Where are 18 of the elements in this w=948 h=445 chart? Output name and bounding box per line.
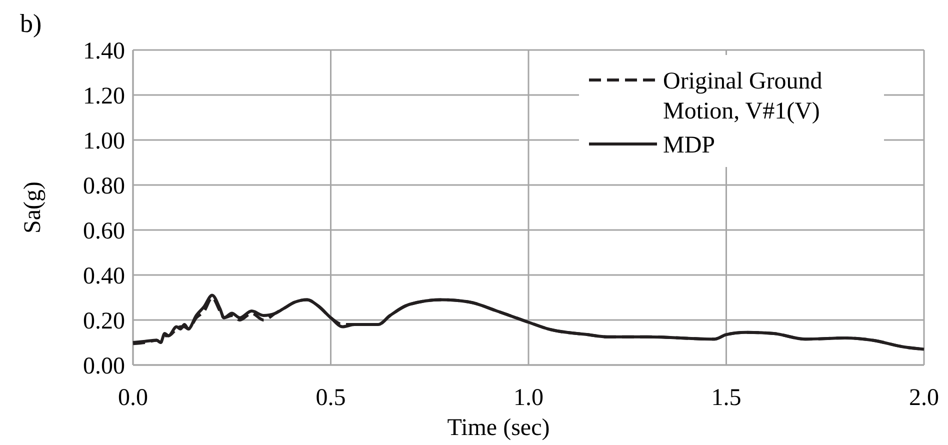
x-tick-label: 1.0	[514, 385, 544, 411]
y-axis-title: Sa(g)	[20, 182, 46, 234]
y-tick-label: 1.00	[83, 128, 125, 154]
legend-label: Original Ground Motion, V#1(V)	[663, 68, 822, 124]
y-tick-label: 0.20	[83, 308, 125, 334]
chart-title: b)	[20, 9, 42, 38]
y-tick-label: 1.40	[83, 38, 125, 64]
y-tick-label: 0.00	[83, 353, 125, 380]
y-tick-label: 1.20	[83, 83, 125, 110]
y-tick-label: 0.80	[83, 173, 125, 200]
x-tick-label: 0.0	[118, 385, 148, 411]
x-axis-title: Time (sec)	[447, 415, 550, 441]
x-tick-label: 0.5	[316, 385, 346, 411]
x-tick-label: 1.5	[711, 385, 742, 411]
legend-label: MDP	[663, 132, 716, 158]
y-tick-label: 0.60	[83, 218, 125, 244]
x-tick-label: 2.0	[909, 385, 939, 411]
y-tick-label: 0.40	[83, 263, 125, 290]
